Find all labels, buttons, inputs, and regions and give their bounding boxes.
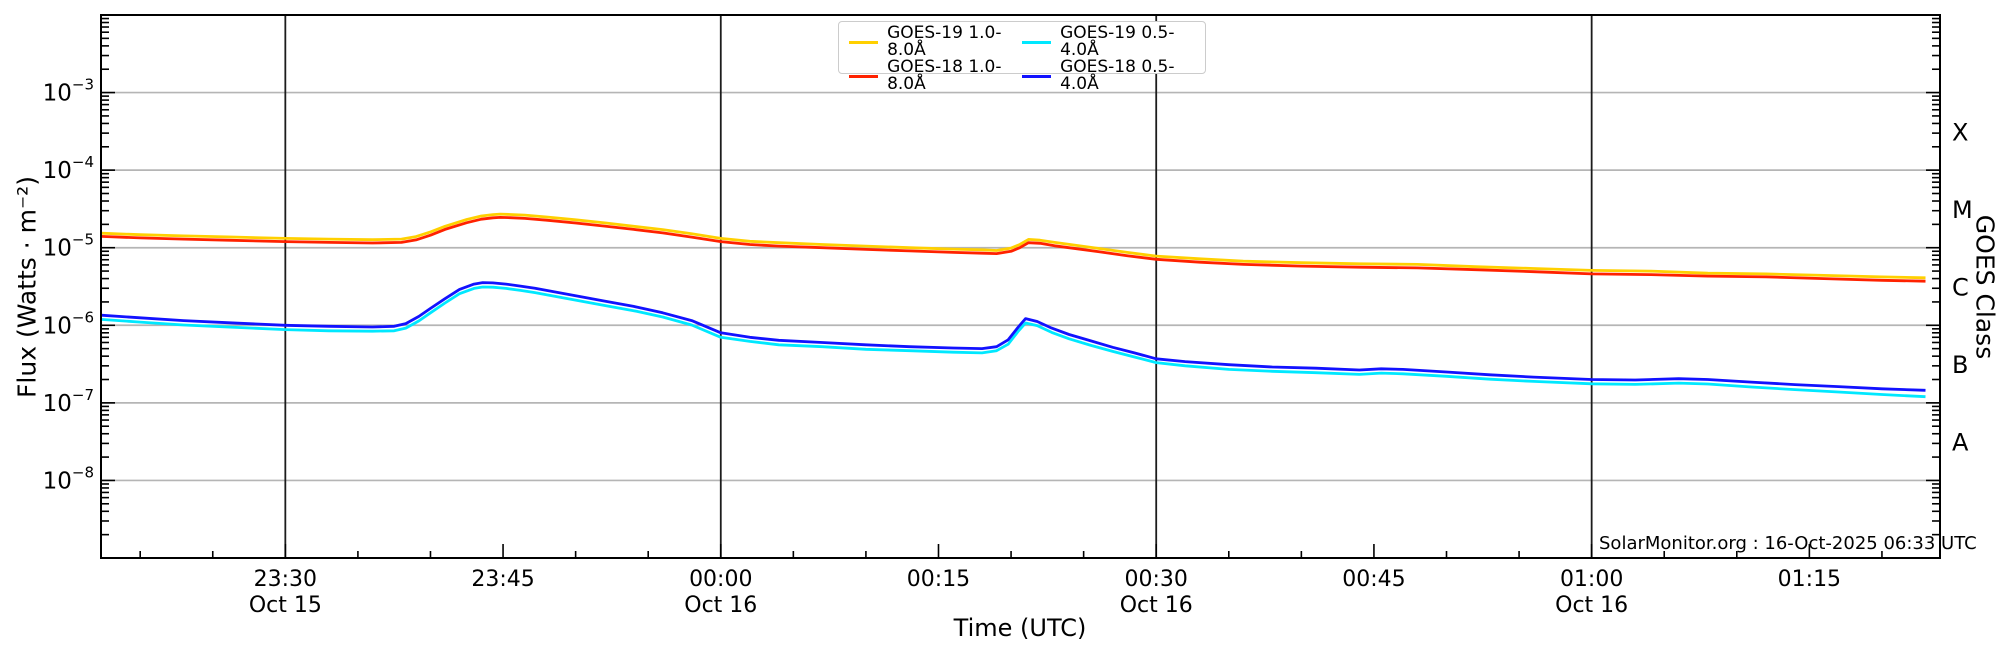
x-axis-label: Time (UTC) <box>953 614 1087 642</box>
svg-text:Oct 16: Oct 16 <box>1120 593 1193 618</box>
tick-marks <box>101 17 1940 558</box>
svg-text:B: B <box>1952 351 1968 379</box>
legend-label-goes19-short: GOES-19 0.5-4.0Å <box>1060 23 1175 60</box>
svg-text:X: X <box>1952 118 1968 146</box>
legend-swatch-goes19-long <box>849 40 879 44</box>
svg-text:10−6: 10−6 <box>43 308 94 339</box>
horizontal-gridlines <box>101 91 1940 482</box>
series-curves <box>100 212 1926 399</box>
plot-frame <box>100 14 1941 559</box>
series-line-2 <box>100 285 1926 399</box>
svg-text:10−7: 10−7 <box>43 386 94 417</box>
goes-class-labels: X M C B A <box>1952 118 1973 456</box>
svg-text:Oct 16: Oct 16 <box>1555 593 1628 618</box>
svg-text:C: C <box>1952 274 1969 302</box>
svg-text:01:15: 01:15 <box>1778 567 1841 592</box>
legend-label-goes18-short: GOES-18 0.5-4.0Å <box>1060 57 1175 94</box>
legend-swatch-goes19-short <box>1022 40 1052 44</box>
svg-text:00:45: 00:45 <box>1342 567 1405 592</box>
series-line-3 <box>100 281 1926 392</box>
legend-item-goes18-short: GOES-18 0.5-4.0Å <box>1022 59 1195 93</box>
svg-text:A: A <box>1952 429 1969 457</box>
legend-item-goes19-short: GOES-19 0.5-4.0Å <box>1022 25 1195 59</box>
legend-item-goes18-long: GOES-18 1.0-8.0Å <box>849 59 1022 93</box>
legend-swatch-goes18-short <box>1022 74 1052 78</box>
source-annotation: SolarMonitor.org : 16-Oct-2025 06:33 UTC <box>1599 533 1977 554</box>
svg-text:10−8: 10−8 <box>43 463 94 494</box>
series-line-1 <box>100 215 1926 283</box>
svg-text:01:00: 01:00 <box>1560 567 1623 592</box>
svg-text:M: M <box>1952 196 1973 224</box>
legend-item-goes19-long: GOES-19 1.0-8.0Å <box>849 25 1022 59</box>
legend-label-goes19-long: GOES-19 1.0-8.0Å <box>887 23 1002 60</box>
svg-text:23:45: 23:45 <box>471 567 534 592</box>
right-axis-label: GOES Class <box>1970 214 2000 360</box>
svg-text:00:30: 00:30 <box>1125 567 1188 592</box>
legend-label-goes18-long: GOES-18 1.0-8.0Å <box>887 57 1002 94</box>
svg-text:00:15: 00:15 <box>907 567 970 592</box>
svg-text:23:30: 23:30 <box>254 567 317 592</box>
svg-text:10−4: 10−4 <box>43 153 94 184</box>
svg-text:Oct 15: Oct 15 <box>249 593 322 618</box>
vertical-gridlines <box>284 15 1593 558</box>
y-tick-labels: 10−3 10−4 10−5 10−6 10−7 10−8 <box>43 76 94 495</box>
svg-text:00:00: 00:00 <box>689 567 752 592</box>
svg-text:10−5: 10−5 <box>43 231 94 262</box>
svg-text:Oct 16: Oct 16 <box>684 593 757 618</box>
legend-swatch-goes18-long <box>849 74 879 78</box>
series-line-0 <box>100 212 1926 280</box>
svg-text:10−3: 10−3 <box>43 76 94 107</box>
y-axis-label: Flux (Watts · m⁻²) <box>12 176 42 398</box>
legend: GOES-19 1.0-8.0Å GOES-18 1.0-8.0Å GOES-1… <box>838 21 1206 93</box>
